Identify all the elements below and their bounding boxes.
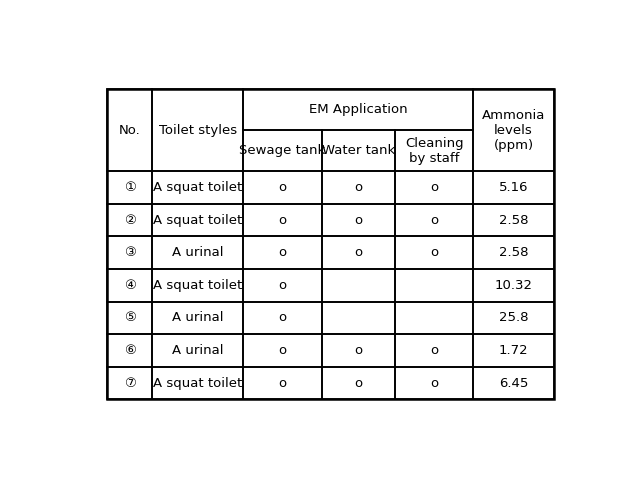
Bar — [396, 171, 474, 204]
Text: Sewage tank: Sewage tank — [239, 144, 326, 157]
Bar — [474, 367, 554, 399]
Bar — [396, 269, 474, 302]
Bar — [474, 237, 554, 269]
Text: A squat toilet: A squat toilet — [153, 377, 243, 390]
Bar — [108, 237, 152, 269]
Bar — [474, 269, 554, 302]
Text: o: o — [278, 181, 287, 194]
Bar — [474, 204, 554, 237]
Text: A urinal: A urinal — [172, 344, 223, 357]
Bar — [243, 237, 321, 269]
Text: Ammonia
levels
(ppm): Ammonia levels (ppm) — [482, 108, 545, 152]
Text: o: o — [430, 181, 438, 194]
Text: Cleaning
by staff: Cleaning by staff — [405, 137, 463, 165]
Text: A urinal: A urinal — [172, 312, 223, 324]
Bar — [474, 171, 554, 204]
Bar — [108, 204, 152, 237]
Bar — [243, 171, 321, 204]
Bar — [108, 89, 554, 399]
Bar — [321, 130, 396, 171]
Bar — [152, 204, 243, 237]
Text: 2.58: 2.58 — [499, 246, 528, 259]
Text: o: o — [278, 279, 287, 292]
Bar — [321, 171, 396, 204]
Text: EM Application: EM Application — [309, 103, 408, 116]
Bar — [396, 302, 474, 334]
Text: o: o — [430, 246, 438, 259]
Bar — [396, 237, 474, 269]
Text: A squat toilet: A squat toilet — [153, 181, 243, 194]
Bar — [108, 171, 152, 204]
Text: o: o — [355, 181, 362, 194]
Bar — [474, 302, 554, 334]
Bar — [108, 367, 152, 399]
Bar — [243, 130, 321, 171]
Bar — [108, 334, 152, 367]
Bar — [243, 334, 321, 367]
Bar — [321, 269, 396, 302]
Text: ③: ③ — [124, 246, 136, 259]
Text: A squat toilet: A squat toilet — [153, 214, 243, 227]
Bar — [152, 334, 243, 367]
Text: ⑦: ⑦ — [124, 377, 136, 390]
Text: o: o — [355, 344, 362, 357]
Bar — [396, 204, 474, 237]
Bar — [243, 302, 321, 334]
Bar — [152, 171, 243, 204]
Text: ②: ② — [124, 214, 136, 227]
Bar — [474, 89, 554, 171]
Bar — [108, 89, 152, 171]
Text: o: o — [430, 377, 438, 390]
Text: o: o — [430, 214, 438, 227]
Text: o: o — [278, 312, 287, 324]
Text: ①: ① — [124, 181, 136, 194]
Text: o: o — [278, 214, 287, 227]
Bar — [152, 302, 243, 334]
Bar — [321, 367, 396, 399]
Text: o: o — [430, 344, 438, 357]
Bar — [243, 204, 321, 237]
Bar — [396, 130, 474, 171]
Bar — [243, 367, 321, 399]
Bar — [321, 302, 396, 334]
Text: o: o — [278, 246, 287, 259]
Bar — [152, 367, 243, 399]
Text: o: o — [278, 377, 287, 390]
Bar — [396, 367, 474, 399]
Bar — [152, 89, 243, 171]
Bar — [243, 269, 321, 302]
Text: No.: No. — [119, 124, 140, 137]
Bar — [321, 237, 396, 269]
Bar — [108, 302, 152, 334]
Text: A urinal: A urinal — [172, 246, 223, 259]
Bar — [321, 204, 396, 237]
Text: 10.32: 10.32 — [495, 279, 532, 292]
Text: Water tank: Water tank — [322, 144, 395, 157]
Text: ⑤: ⑤ — [124, 312, 136, 324]
Bar — [108, 269, 152, 302]
Bar — [243, 89, 474, 130]
Text: o: o — [278, 344, 287, 357]
Bar — [152, 237, 243, 269]
Text: A squat toilet: A squat toilet — [153, 279, 243, 292]
Text: o: o — [355, 214, 362, 227]
Text: o: o — [355, 377, 362, 390]
Bar — [321, 334, 396, 367]
Text: ⑥: ⑥ — [124, 344, 136, 357]
Text: 25.8: 25.8 — [499, 312, 528, 324]
Text: 5.16: 5.16 — [499, 181, 528, 194]
Text: o: o — [355, 246, 362, 259]
Text: Toilet styles: Toilet styles — [159, 124, 237, 137]
Text: 1.72: 1.72 — [499, 344, 528, 357]
Bar — [474, 334, 554, 367]
Bar — [396, 334, 474, 367]
Text: 2.58: 2.58 — [499, 214, 528, 227]
Text: ④: ④ — [124, 279, 136, 292]
Bar — [152, 269, 243, 302]
Text: 6.45: 6.45 — [499, 377, 528, 390]
